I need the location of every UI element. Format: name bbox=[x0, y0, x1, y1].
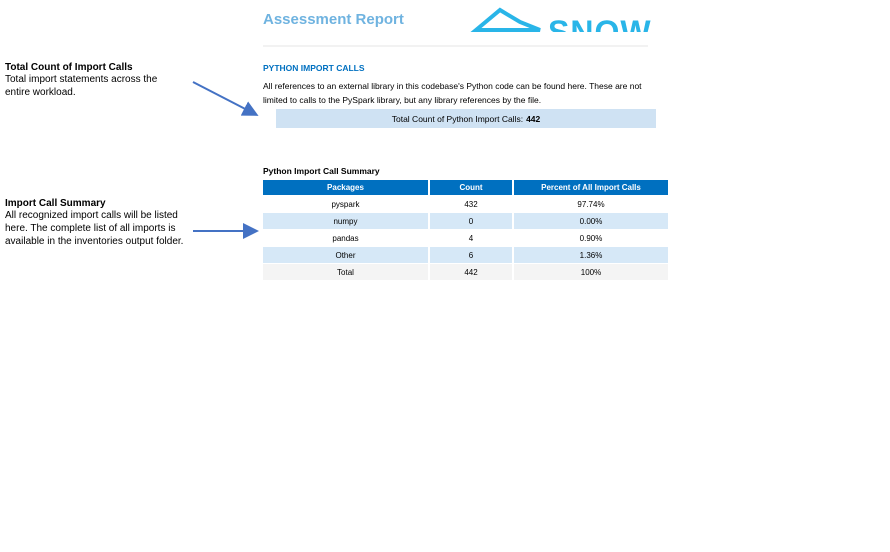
arrow bbox=[192, 81, 259, 116]
annotation: Import Call Summary All recognized impor… bbox=[5, 198, 185, 248]
column-header: Packages bbox=[263, 180, 428, 195]
report-title: Assessment Report bbox=[263, 11, 404, 28]
section-title: PYTHON IMPORT CALLS bbox=[263, 63, 365, 73]
table-cell: Other bbox=[263, 247, 428, 263]
table-row: Other 6 1.36% bbox=[263, 247, 668, 263]
annotation-title: Total Count of Import Calls bbox=[5, 62, 133, 73]
table-cell: 442 bbox=[430, 264, 512, 280]
table-cell: 1.36% bbox=[514, 247, 668, 263]
annotation-title: Import Call Summary bbox=[5, 198, 106, 209]
total-box: Total Count of Python Import Calls: 442 bbox=[276, 109, 656, 128]
total-label: Total Count of Python Import Calls: bbox=[391, 113, 524, 124]
annotation-body: All recognized import calls will be list… bbox=[5, 210, 184, 247]
table-cell: numpy bbox=[263, 213, 428, 229]
header-row: Packages Count Percent of All Import Calls bbox=[263, 180, 668, 195]
summary-table: Packages Count Percent of All Import Calls… bbox=[261, 179, 670, 281]
table-cell: 0.90% bbox=[514, 230, 668, 246]
table-cell: 6 bbox=[430, 247, 512, 263]
table-row: pyspark 432 97.74% bbox=[263, 196, 668, 212]
table-row: Total 442 100% bbox=[263, 264, 668, 280]
total-value: 442 bbox=[526, 113, 541, 124]
logo-text: SNOW bbox=[548, 14, 652, 32]
table-cell: 0.00% bbox=[514, 213, 668, 229]
table-row: numpy 0 0.00% bbox=[263, 213, 668, 229]
table-cell: 0 bbox=[430, 213, 512, 229]
logo-icon bbox=[470, 7, 541, 32]
table-title: Python Import Call Summary bbox=[263, 166, 380, 176]
column-header: Percent of All Import Calls bbox=[514, 180, 668, 195]
table-cell: 97.74% bbox=[514, 196, 668, 212]
logo: SNOW bbox=[548, 10, 652, 32]
table-cell: 4 bbox=[430, 230, 512, 246]
annotation-body: Total import statements across the entir… bbox=[5, 74, 158, 98]
table-cell: 100% bbox=[514, 264, 668, 280]
table-cell: pandas bbox=[263, 230, 428, 246]
column-header: Count bbox=[430, 180, 512, 195]
section-description: All references to an external library in… bbox=[263, 81, 642, 105]
annotation: Total Count of Import Calls Total import… bbox=[5, 62, 185, 99]
table-cell: pyspark bbox=[263, 196, 428, 212]
table-cell: 432 bbox=[430, 196, 512, 212]
table-row: pandas 4 0.90% bbox=[263, 230, 668, 246]
table-cell: Total bbox=[263, 264, 428, 280]
